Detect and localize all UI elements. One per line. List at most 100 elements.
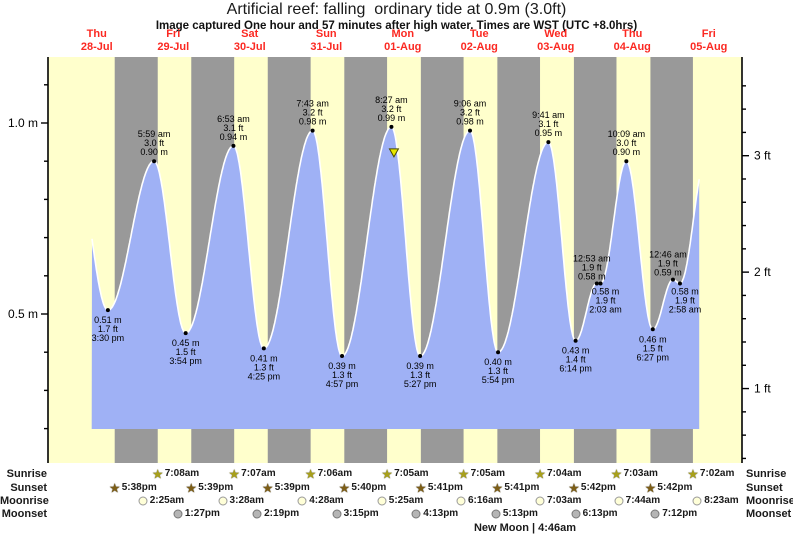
high-tide-label: 8:27 am bbox=[375, 95, 408, 105]
low-tide-label: 0.40 m bbox=[484, 357, 512, 367]
sunrise-star-icon: ★ bbox=[534, 466, 546, 482]
sunrise-star-icon: ★ bbox=[381, 466, 393, 482]
day-date: 28-Jul bbox=[80, 41, 113, 53]
low-tide-label: 1.9 ft bbox=[675, 295, 696, 305]
high-tide-label: 0.90 m bbox=[140, 147, 168, 157]
day-date: 01-Aug bbox=[384, 41, 422, 53]
day-label: Sun 31-Jul bbox=[310, 28, 342, 54]
high-tide-label: 12:53 am bbox=[573, 253, 611, 263]
low-tide-label: 0.43 m bbox=[562, 346, 590, 356]
tide-point bbox=[418, 354, 423, 359]
day-date: 04-Aug bbox=[613, 41, 651, 53]
moonset-time: 7:12pm bbox=[662, 508, 698, 519]
day-name: Sun bbox=[315, 28, 337, 40]
moonset-time: 4:13pm bbox=[423, 508, 459, 519]
moonrise-time: 8:23am bbox=[704, 495, 739, 506]
day-label: Mon 01-Aug bbox=[384, 28, 421, 54]
high-tide-label: 7:43 am bbox=[296, 99, 329, 109]
sunrise-star-icon: ★ bbox=[687, 466, 699, 482]
right-axis-label: 2 ft bbox=[754, 265, 771, 279]
tide-point bbox=[496, 350, 501, 355]
moonset-moon-icon bbox=[411, 509, 421, 519]
sunrise-time: 7:07am bbox=[241, 468, 276, 479]
low-tide-label: 4:57 pm bbox=[326, 379, 359, 389]
sunrise-star-icon: ★ bbox=[457, 466, 470, 482]
low-tide-label: 1.3 ft bbox=[488, 366, 509, 376]
moonrise-moon-icon bbox=[138, 496, 148, 506]
sunset-star-icon: ★ bbox=[185, 480, 198, 496]
low-tide-label: 1.9 ft bbox=[596, 295, 617, 305]
high-tide-label: 3.2 ft bbox=[381, 104, 402, 114]
day-date: 02-Aug bbox=[460, 41, 498, 53]
tide-point bbox=[598, 281, 603, 286]
chart-title: Artificial reef: falling ordinary tide a… bbox=[226, 1, 567, 18]
low-tide-label: 0.45 m bbox=[172, 338, 200, 348]
moonrise-moon-icon bbox=[377, 496, 387, 506]
sunrise-time: 7:06am bbox=[317, 468, 353, 479]
moonrise-moon-icon bbox=[218, 496, 228, 506]
tide-point bbox=[310, 128, 315, 133]
low-tide-label: 1.3 ft bbox=[332, 370, 353, 380]
right-axis-label: 3 ft bbox=[754, 149, 771, 163]
moonset-row-label-right: Moonset bbox=[746, 508, 792, 520]
new-moon-label: New Moon | 4:46am bbox=[473, 522, 577, 534]
day-name: Thu bbox=[622, 28, 643, 40]
low-tide-label: 1.5 ft bbox=[176, 347, 197, 357]
high-tide-label: 3.1 ft bbox=[538, 119, 559, 129]
low-tide-label: 2:03 am bbox=[589, 304, 622, 314]
sunrise-time: 7:05am bbox=[470, 468, 506, 479]
sunrise-star-icon: ★ bbox=[610, 466, 623, 482]
moonrise-moon-icon bbox=[614, 496, 624, 506]
moonrise-time: 5:25am bbox=[388, 495, 424, 506]
high-tide-label: 12:46 am bbox=[649, 250, 687, 260]
low-tide-label: 5:27 pm bbox=[404, 379, 437, 389]
day-label: Sat 30-Jul bbox=[234, 28, 266, 54]
low-tide-label: 0.58 m bbox=[671, 286, 699, 296]
day-label: Fri 29-Jul bbox=[157, 28, 189, 54]
sunset-time: 5:41pm bbox=[427, 482, 463, 493]
day-date: 31-Jul bbox=[310, 41, 343, 53]
day-name: Sat bbox=[241, 28, 259, 40]
sunrise-time: 7:03am bbox=[623, 468, 658, 479]
sunrise-time: 7:05am bbox=[394, 468, 429, 479]
right-axis-label: 1 ft bbox=[754, 382, 771, 396]
moonrise-time: 6:16am bbox=[467, 495, 503, 506]
sunrise-row-label-right: Sunrise bbox=[746, 468, 787, 480]
tide-point bbox=[389, 124, 394, 129]
day-date: 03-Aug bbox=[537, 41, 575, 53]
moonrise-moon-icon bbox=[535, 496, 545, 506]
sunset-star-icon: ★ bbox=[568, 480, 580, 496]
low-tide-label: 0.58 m bbox=[592, 286, 620, 296]
moonset-time: 5:13pm bbox=[502, 508, 538, 519]
tide-point bbox=[677, 281, 682, 286]
high-tide-label: 0.59 m bbox=[654, 268, 682, 278]
sunset-time: 5:40pm bbox=[351, 482, 387, 493]
day-name: Wed bbox=[544, 28, 568, 40]
low-tide-label: 3:54 pm bbox=[169, 356, 202, 366]
sunset-time: 5:38pm bbox=[121, 482, 157, 493]
sunrise-star-icon: ★ bbox=[228, 466, 240, 482]
sunset-row-label-left: Sunset bbox=[10, 482, 47, 494]
low-tide-label: 1.3 ft bbox=[254, 362, 275, 372]
low-tide-label: 0.41 m bbox=[250, 353, 278, 363]
high-tide-label: 3.0 ft bbox=[616, 138, 637, 148]
low-tide-label: 4:25 pm bbox=[248, 371, 281, 381]
day-label: Thu 28-Jul bbox=[81, 28, 113, 54]
low-tide-label: 3:30 pm bbox=[92, 333, 125, 343]
sunset-star-icon: ★ bbox=[644, 480, 657, 496]
tide-point bbox=[152, 159, 157, 164]
day-name: Fri bbox=[166, 28, 181, 40]
low-tide-label: 1.3 ft bbox=[410, 370, 431, 380]
day-name: Tue bbox=[469, 28, 489, 40]
low-tide-label: 0.46 m bbox=[639, 334, 667, 344]
high-tide-label: 3.0 ft bbox=[144, 138, 165, 148]
high-tide-label: 3.2 ft bbox=[460, 108, 481, 118]
sunrise-row-label-left: Sunrise bbox=[6, 468, 47, 480]
moonset-moon-icon bbox=[332, 509, 342, 519]
low-tide-label: 5:54 pm bbox=[482, 375, 515, 385]
moonrise-moon-icon bbox=[692, 496, 702, 506]
tide-point bbox=[624, 159, 629, 164]
tide-point bbox=[650, 327, 655, 332]
high-tide-label: 0.98 m bbox=[456, 117, 484, 127]
